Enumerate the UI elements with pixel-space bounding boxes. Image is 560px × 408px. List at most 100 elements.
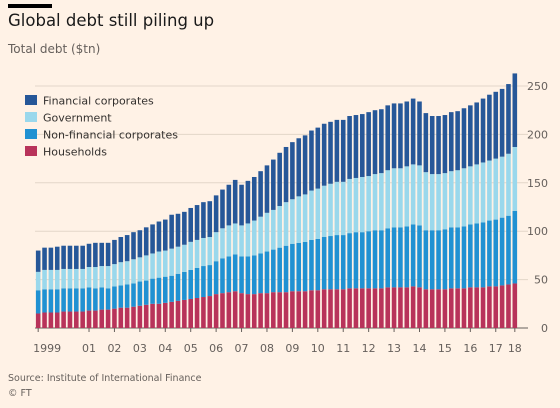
bar-segment-non-financial-corporates-35 xyxy=(258,253,263,294)
bar-segment-financial-corporates-27 xyxy=(207,201,213,238)
credit-note: © FT xyxy=(8,388,32,399)
bar-segment-non-financial-corporates-2 xyxy=(48,289,54,313)
bar-segment-non-financial-corporates-7 xyxy=(80,288,85,312)
bar-segment-financial-corporates-43 xyxy=(309,130,314,191)
x-tick-label-14: 14 xyxy=(412,342,426,355)
bar-segment-government-72 xyxy=(493,158,499,220)
bar-segment-non-financial-corporates-20 xyxy=(163,276,168,303)
bar-segment-government-22 xyxy=(175,246,181,274)
bar-segment-non-financial-corporates-19 xyxy=(156,277,162,304)
bar-segment-financial-corporates-42 xyxy=(302,135,308,195)
x-tick-label-12: 12 xyxy=(362,342,376,355)
bar-segment-government-29 xyxy=(220,228,225,259)
bar-segment-households-37 xyxy=(271,292,276,328)
bar-segment-government-51 xyxy=(360,176,365,233)
bar-segment-financial-corporates-49 xyxy=(347,116,352,179)
bar-segment-households-19 xyxy=(156,303,162,328)
x-tick-label-11: 11 xyxy=(336,342,350,355)
bar-segment-financial-corporates-37 xyxy=(271,159,276,210)
x-tick-label-07: 07 xyxy=(235,342,249,355)
bar-segment-government-19 xyxy=(156,251,162,278)
bar-segment-financial-corporates-11 xyxy=(105,242,111,267)
bar-segment-non-financial-corporates-16 xyxy=(137,281,143,306)
bar-segment-financial-corporates-73 xyxy=(499,88,505,157)
bar-segment-non-financial-corporates-25 xyxy=(194,267,200,298)
bar-segment-non-financial-corporates-54 xyxy=(379,230,384,289)
bar-segment-households-10 xyxy=(99,309,105,328)
bars xyxy=(35,73,518,328)
bar-segment-government-42 xyxy=(302,194,308,242)
bar-segment-government-30 xyxy=(226,225,232,257)
bar-segment-non-financial-corporates-41 xyxy=(296,242,302,292)
header-accent-bar xyxy=(8,4,52,8)
bar-segment-non-financial-corporates-30 xyxy=(226,256,232,293)
bar-segment-households-69 xyxy=(474,287,479,328)
bar-segment-government-48 xyxy=(340,181,346,236)
bar-segment-households-53 xyxy=(372,288,378,328)
bar-segment-non-financial-corporates-47 xyxy=(334,235,340,290)
bar-segment-government-71 xyxy=(487,160,492,221)
bar-segment-financial-corporates-23 xyxy=(182,211,187,245)
bar-segment-government-61 xyxy=(423,172,429,231)
bar-segment-non-financial-corporates-26 xyxy=(201,266,206,298)
bar-segment-government-39 xyxy=(283,202,289,246)
bar-segment-non-financial-corporates-46 xyxy=(328,236,333,290)
bar-segment-households-49 xyxy=(347,288,352,328)
bar-segment-financial-corporates-55 xyxy=(385,105,391,171)
bar-segment-non-financial-corporates-29 xyxy=(220,258,225,294)
bar-segment-non-financial-corporates-33 xyxy=(245,256,251,295)
x-tick-label-08: 08 xyxy=(260,342,274,355)
bar-segment-households-28 xyxy=(213,294,219,328)
bar-segment-non-financial-corporates-42 xyxy=(302,241,308,292)
bar-segment-government-11 xyxy=(105,266,111,289)
bar-segment-non-financial-corporates-65 xyxy=(448,227,454,289)
bar-segment-financial-corporates-13 xyxy=(118,237,124,263)
bar-segment-financial-corporates-9 xyxy=(93,242,98,268)
bar-segment-non-financial-corporates-61 xyxy=(423,230,429,290)
bar-segment-households-73 xyxy=(499,285,505,328)
bar-segment-government-65 xyxy=(448,171,454,228)
bar-segment-financial-corporates-40 xyxy=(290,142,295,200)
bar-segment-financial-corporates-72 xyxy=(493,91,499,159)
bar-segment-households-51 xyxy=(360,288,365,328)
bar-segment-government-66 xyxy=(455,170,460,228)
bar-segment-non-financial-corporates-39 xyxy=(283,245,289,293)
bar-segment-financial-corporates-45 xyxy=(321,123,327,186)
x-tick-label-05: 05 xyxy=(184,342,198,355)
bar-segment-government-5 xyxy=(67,268,73,289)
bar-segment-households-47 xyxy=(334,289,340,328)
bar-segment-non-financial-corporates-68 xyxy=(468,224,473,288)
bar-segment-government-46 xyxy=(328,183,333,237)
bar-segment-government-31 xyxy=(232,223,238,255)
y-tick-label-50: 50 xyxy=(534,274,548,287)
x-tick-label-02: 02 xyxy=(107,342,121,355)
bar-segment-government-17 xyxy=(143,255,149,281)
bar-segment-non-financial-corporates-6 xyxy=(74,288,79,312)
bar-segment-households-52 xyxy=(366,288,371,328)
bar-segment-government-74 xyxy=(506,153,511,216)
bar-segment-households-74 xyxy=(506,284,511,328)
bar-segment-government-43 xyxy=(309,190,314,240)
bar-segment-financial-corporates-0 xyxy=(35,250,41,272)
bar-segment-non-financial-corporates-17 xyxy=(143,280,149,305)
bar-segment-households-50 xyxy=(353,288,359,328)
bar-segment-households-5 xyxy=(67,311,73,328)
bar-segment-financial-corporates-44 xyxy=(315,127,321,189)
bar-segment-financial-corporates-4 xyxy=(61,245,66,269)
bar-segment-non-financial-corporates-60 xyxy=(417,225,422,288)
bar-segment-government-28 xyxy=(213,232,219,262)
bar-segment-non-financial-corporates-71 xyxy=(487,220,492,287)
bar-segment-government-62 xyxy=(429,174,435,231)
bar-segment-financial-corporates-71 xyxy=(487,94,492,161)
bar-segment-financial-corporates-57 xyxy=(398,103,403,169)
bar-segment-non-financial-corporates-32 xyxy=(239,256,244,294)
x-tick-label-01: 01 xyxy=(82,342,96,355)
bar-segment-government-14 xyxy=(124,261,130,285)
legend-swatch-government xyxy=(25,112,37,122)
bar-segment-financial-corporates-63 xyxy=(436,116,441,175)
x-tick-label-16: 16 xyxy=(463,342,477,355)
bar-segment-government-53 xyxy=(372,174,378,231)
bar-segment-households-66 xyxy=(455,288,460,328)
bar-segment-non-financial-corporates-15 xyxy=(131,283,136,307)
